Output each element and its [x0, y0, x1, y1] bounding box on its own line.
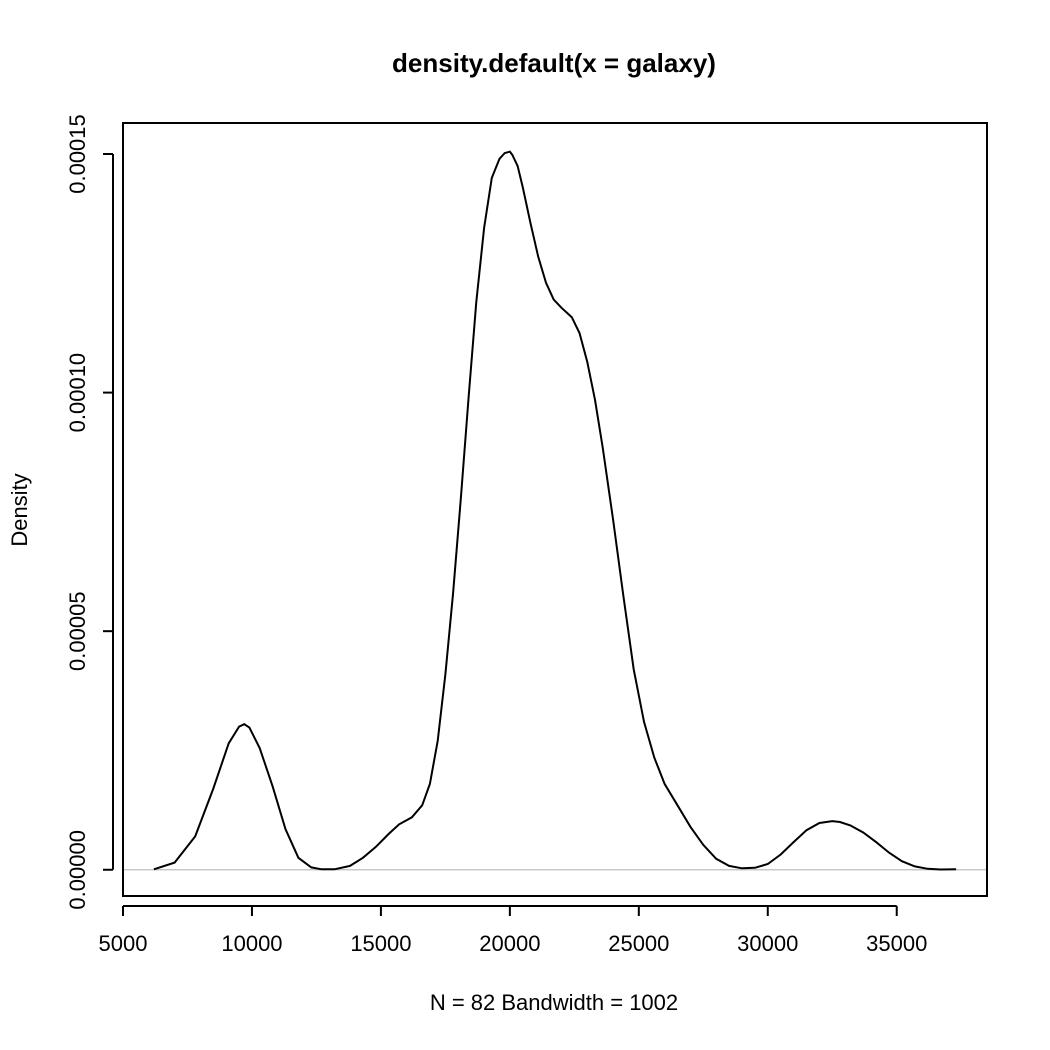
y-tick-label: 0.00005 [65, 591, 90, 671]
x-tick-label: 20000 [479, 931, 540, 956]
x-tick-label: 30000 [737, 931, 798, 956]
y-axis-label: Density [7, 473, 32, 546]
x-axis: 5000 10000 15000 20000 25000 30000 35000 [99, 905, 927, 956]
x-tick-label: 10000 [221, 931, 282, 956]
x-tick-label: 35000 [866, 931, 927, 956]
density-curve [153, 150, 957, 871]
x-tick-label: 15000 [350, 931, 411, 956]
chart-title: density.default(x = galaxy) [392, 48, 716, 78]
x-tick-label: 25000 [608, 931, 669, 956]
y-tick-label: 0.00015 [65, 114, 90, 194]
y-tick-label: 0.00010 [65, 353, 90, 433]
y-tick-label: 0.00000 [65, 830, 90, 910]
plot-area [122, 122, 988, 897]
y-axis: 0.00000 0.00005 0.00010 0.00015 [65, 114, 114, 910]
x-axis-label: N = 82 Bandwidth = 1002 [430, 990, 678, 1015]
x-tick-label: 5000 [99, 931, 148, 956]
plot-frame [122, 122, 988, 897]
